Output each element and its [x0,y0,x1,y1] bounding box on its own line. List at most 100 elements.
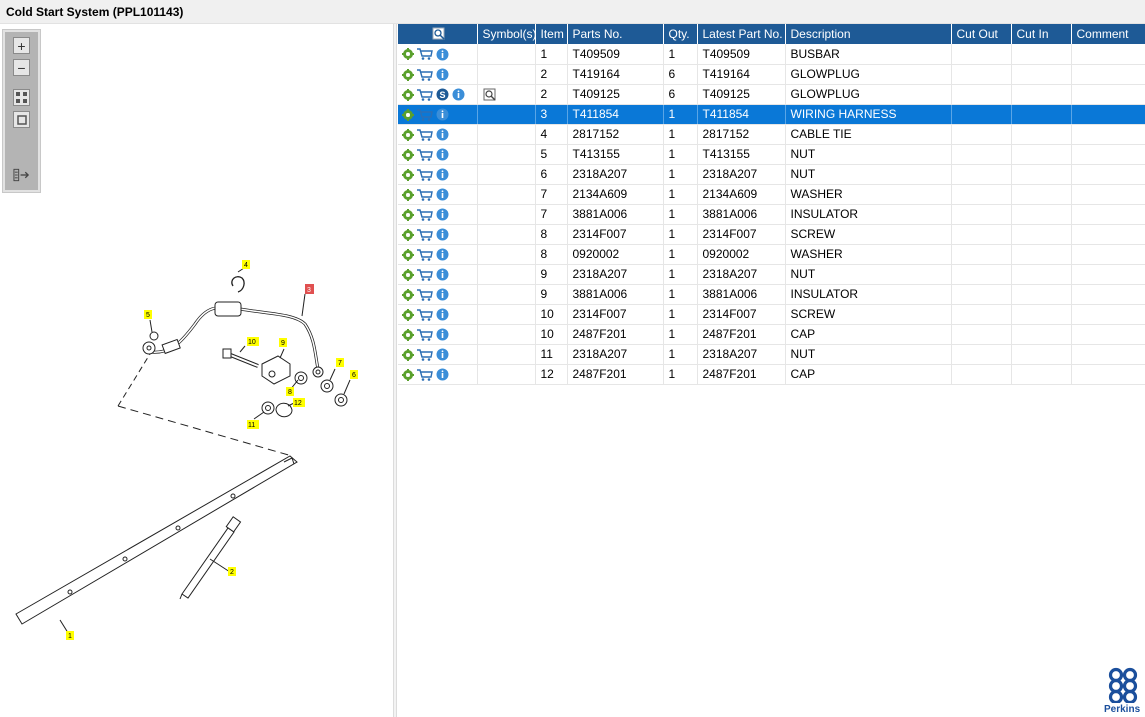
exploded-parts-diagram[interactable]: 1 2 3 4 5 6 7 8 9 10 11 12 [0,214,392,644]
cart-icon[interactable] [417,148,433,161]
gear-icon[interactable] [402,228,414,241]
table-row[interactable]: 5 T413155 1 T413155 NUT [398,144,1145,165]
callout-8[interactable]: 8 [286,387,294,396]
info-icon[interactable] [436,288,449,301]
gear-icon[interactable] [402,328,414,341]
table-row[interactable]: 12 2487F201 1 2487F201 CAP [398,364,1145,385]
cart-icon[interactable] [417,368,433,381]
info-icon[interactable] [436,48,449,61]
callout-6[interactable]: 6 [350,370,358,379]
info-icon[interactable] [452,88,465,101]
table-row[interactable]: 8 0920002 1 0920002 WASHER [398,244,1145,265]
info-icon[interactable] [436,228,449,241]
fit-to-window-button[interactable] [13,89,30,106]
info-icon[interactable] [436,128,449,141]
cart-icon[interactable] [417,328,433,341]
zoom-out-button[interactable]: − [13,59,30,76]
table-row[interactable]: 9 2318A207 1 2318A207 NUT [398,264,1145,285]
gear-icon[interactable] [402,268,414,281]
gear-icon[interactable] [402,368,414,381]
info-icon[interactable] [436,208,449,221]
gear-icon[interactable] [402,88,414,101]
cart-icon[interactable] [417,108,433,121]
gear-icon[interactable] [402,168,414,181]
callout-9[interactable]: 9 [279,338,287,347]
gear-icon[interactable] [402,308,414,321]
callout-1[interactable]: 1 [66,631,74,640]
cart-icon[interactable] [417,188,433,201]
callout-4[interactable]: 4 [242,260,250,269]
callout-2[interactable]: 2 [228,567,236,576]
table-row[interactable]: 10 2314F007 1 2314F007 SCREW [398,304,1145,325]
gear-icon[interactable] [402,188,414,201]
gear-icon[interactable] [402,148,414,161]
column-header-actions[interactable] [398,24,478,44]
cart-icon[interactable] [417,208,433,221]
zoom-symbol-icon[interactable] [483,88,499,101]
info-icon[interactable] [436,168,449,181]
table-row[interactable]: 2 T419164 6 T419164 GLOWPLUG [398,64,1145,85]
supersession-icon[interactable]: S [436,88,449,101]
gear-icon[interactable] [402,48,414,61]
column-header-parts-no[interactable]: Parts No. [567,24,664,44]
table-row[interactable]: 11 2318A207 1 2318A207 NUT [398,344,1145,365]
info-icon[interactable] [436,328,449,341]
cart-icon[interactable] [417,48,433,61]
column-header-cut-out[interactable]: Cut Out [951,24,1012,44]
cart-icon[interactable] [417,68,433,81]
gear-icon[interactable] [402,108,414,121]
cart-icon[interactable] [417,348,433,361]
gear-icon[interactable] [402,348,414,361]
cart-icon[interactable] [417,268,433,281]
table-row[interactable]: 9 3881A006 1 3881A006 INSULATOR [398,284,1145,305]
table-row[interactable]: 6 2318A207 1 2318A207 NUT [398,164,1145,185]
cart-icon[interactable] [417,228,433,241]
cart-icon[interactable] [417,308,433,321]
info-icon[interactable] [436,368,449,381]
cart-icon[interactable] [417,288,433,301]
info-icon[interactable] [436,68,449,81]
table-row[interactable]: S 2 T409125 6 T409125 GLOWPLUG [398,84,1145,105]
column-header-comment[interactable]: Comment [1071,24,1145,44]
info-icon[interactable] [436,268,449,281]
info-icon[interactable] [436,148,449,161]
callout-3[interactable]: 3 [305,284,314,294]
column-header-item[interactable]: Item [535,24,568,44]
gear-icon[interactable] [402,288,414,301]
info-icon[interactable] [436,188,449,201]
column-header-latest-part-no[interactable]: Latest Part No. [697,24,786,44]
gear-icon[interactable] [402,208,414,221]
table-row[interactable]: 10 2487F201 1 2487F201 CAP [398,324,1145,345]
callout-7[interactable]: 7 [336,358,344,367]
cart-icon[interactable] [417,248,433,261]
callout-12[interactable]: 12 [293,398,305,407]
pane-splitter[interactable] [393,24,397,717]
zoom-in-button[interactable]: + [13,37,30,54]
cart-icon[interactable] [417,128,433,141]
gear-icon[interactable] [402,128,414,141]
column-header-symbols[interactable]: Symbol(s) [477,24,536,44]
column-header-qty[interactable]: Qty. [663,24,698,44]
table-row[interactable]: 7 2134A609 1 2134A609 WASHER [398,184,1145,205]
table-row[interactable]: 1 T409509 1 T409509 BUSBAR [398,44,1145,65]
table-row[interactable]: 4 2817152 1 2817152 CABLE TIE [398,124,1145,145]
info-icon[interactable] [436,308,449,321]
actual-size-button[interactable] [13,111,30,128]
info-icon[interactable] [436,248,449,261]
illustration-pane[interactable]: + − [0,24,395,717]
column-header-cut-in[interactable]: Cut In [1011,24,1072,44]
gear-icon[interactable] [402,248,414,261]
callout-10[interactable]: 10 [247,337,259,346]
export-list-button[interactable] [13,166,30,183]
cart-icon[interactable] [417,88,433,101]
gear-icon[interactable] [402,68,414,81]
callout-11[interactable]: 11 [247,420,259,429]
callout-5[interactable]: 5 [144,310,152,319]
info-icon[interactable] [436,108,449,121]
info-icon[interactable] [436,348,449,361]
cart-icon[interactable] [417,168,433,181]
table-row[interactable]: 3 T411854 1 T411854 WIRING HARNESS [398,104,1145,125]
table-row[interactable]: 7 3881A006 1 3881A006 INSULATOR [398,204,1145,225]
column-header-description[interactable]: Description [785,24,952,44]
table-row[interactable]: 8 2314F007 1 2314F007 SCREW [398,224,1145,245]
